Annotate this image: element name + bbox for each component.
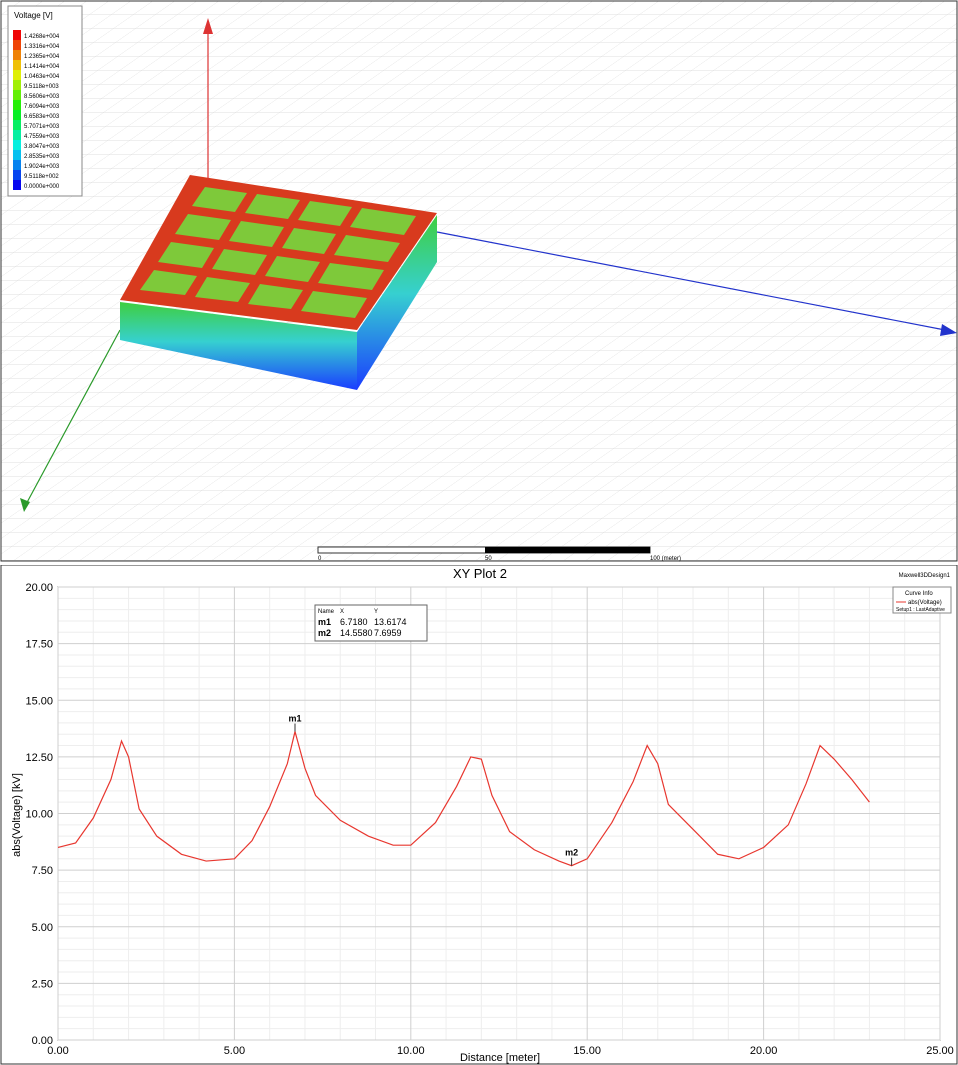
legend-swatch xyxy=(13,60,21,70)
legend-swatch xyxy=(13,150,21,160)
legend-swatch xyxy=(13,140,21,150)
x-axis-label: Distance [meter] xyxy=(460,1052,540,1064)
legend-swatch xyxy=(13,90,21,100)
scale-label: 100 (meter) xyxy=(650,556,681,562)
table-cell: 7.6959 xyxy=(374,628,402,638)
y-tick-label: 10.00 xyxy=(25,809,53,821)
y-tick-label: 0.00 xyxy=(32,1035,53,1047)
legend-swatch xyxy=(13,120,21,130)
table-header: X xyxy=(340,609,344,615)
y-tick-label: 20.00 xyxy=(25,582,53,594)
screen: Voltage [V] 0 50 100 (meter) 1.4268e+004… xyxy=(0,0,958,1065)
legend-swatch xyxy=(13,30,21,40)
legend-swatch xyxy=(13,160,21,170)
legend-title: Voltage [V] xyxy=(14,11,53,20)
legend-swatch xyxy=(13,100,21,110)
legend-swatch xyxy=(13,40,21,50)
scale-bar-fill xyxy=(485,547,650,553)
legend-label: 1.9024e+003 xyxy=(24,164,60,170)
window-label: Maxwell3DDesign1 xyxy=(899,573,951,579)
legend-swatch xyxy=(13,130,21,140)
legend-label: 3.8047e+003 xyxy=(24,144,60,150)
legend-setup: Setup1 : LastAdaptive xyxy=(896,607,945,613)
legend-label: abs(Voltage) xyxy=(908,600,942,606)
x-tick-label: 5.00 xyxy=(224,1045,245,1057)
legend-swatch xyxy=(13,80,21,90)
y-tick-label: 17.50 xyxy=(25,639,53,651)
scale-label: 50 xyxy=(485,556,492,562)
chart-frame xyxy=(1,565,957,1064)
legend-label: 2.8535e+003 xyxy=(24,154,60,160)
legend-label: 1.3316e+004 xyxy=(24,44,60,50)
legend-title: Curve Info xyxy=(905,591,933,597)
legend-label: 7.6094e+003 xyxy=(24,104,60,110)
legend-swatch xyxy=(13,110,21,120)
table-cell: 6.7180 xyxy=(340,617,368,627)
y-tick-label: 7.50 xyxy=(32,865,53,877)
table-cell: m2 xyxy=(318,628,331,638)
legend-label: 1.0463e+004 xyxy=(24,74,60,80)
legend-swatch xyxy=(13,170,21,180)
legend-label: 4.7559e+003 xyxy=(24,134,60,140)
legend-label: 9.5118e+003 xyxy=(24,84,59,90)
field-view: Voltage [V] 0 50 100 (meter) 1.4268e+004… xyxy=(0,0,958,563)
y-tick-label: 12.50 xyxy=(25,752,53,764)
y-tick-label: 15.00 xyxy=(25,695,53,707)
chart-title: XY Plot 2 xyxy=(453,566,507,581)
x-tick-label: 25.00 xyxy=(926,1045,954,1057)
legend-label: 9.5118e+002 xyxy=(24,174,59,180)
legend-label: 8.5606e+003 xyxy=(24,94,60,100)
marker-label: m1 xyxy=(289,714,302,724)
chart: XY Plot 2 Maxwell3DDesign1 Distance [met… xyxy=(0,565,958,1065)
table-cell: 14.5580 xyxy=(340,628,373,638)
table-header: Name xyxy=(318,609,335,615)
table-cell: 13.6174 xyxy=(374,617,407,627)
legend-label: 5.7071e+003 xyxy=(24,124,60,130)
y-tick-label: 2.50 xyxy=(32,978,53,990)
legend-label: 1.1414e+004 xyxy=(24,64,60,70)
legend-label: 0.0000e+000 xyxy=(24,184,60,190)
marker-label: m2 xyxy=(565,848,578,858)
x-tick-label: 20.00 xyxy=(750,1045,778,1057)
legend-label: 1.4268e+004 xyxy=(24,34,60,40)
legend-swatch xyxy=(13,180,21,190)
legend-label: 6.6583e+003 xyxy=(24,114,60,120)
table-header: Y xyxy=(374,609,378,615)
table-cell: m1 xyxy=(318,617,331,627)
x-tick-label: 15.00 xyxy=(573,1045,601,1057)
x-tick-label: 10.00 xyxy=(397,1045,425,1057)
y-axis-label: abs(Voltage) [kV] xyxy=(11,773,23,857)
legend-swatch xyxy=(13,50,21,60)
y-tick-label: 5.00 xyxy=(32,922,53,934)
legend-swatch xyxy=(13,70,21,80)
legend-label: 1.2365e+004 xyxy=(24,54,60,60)
